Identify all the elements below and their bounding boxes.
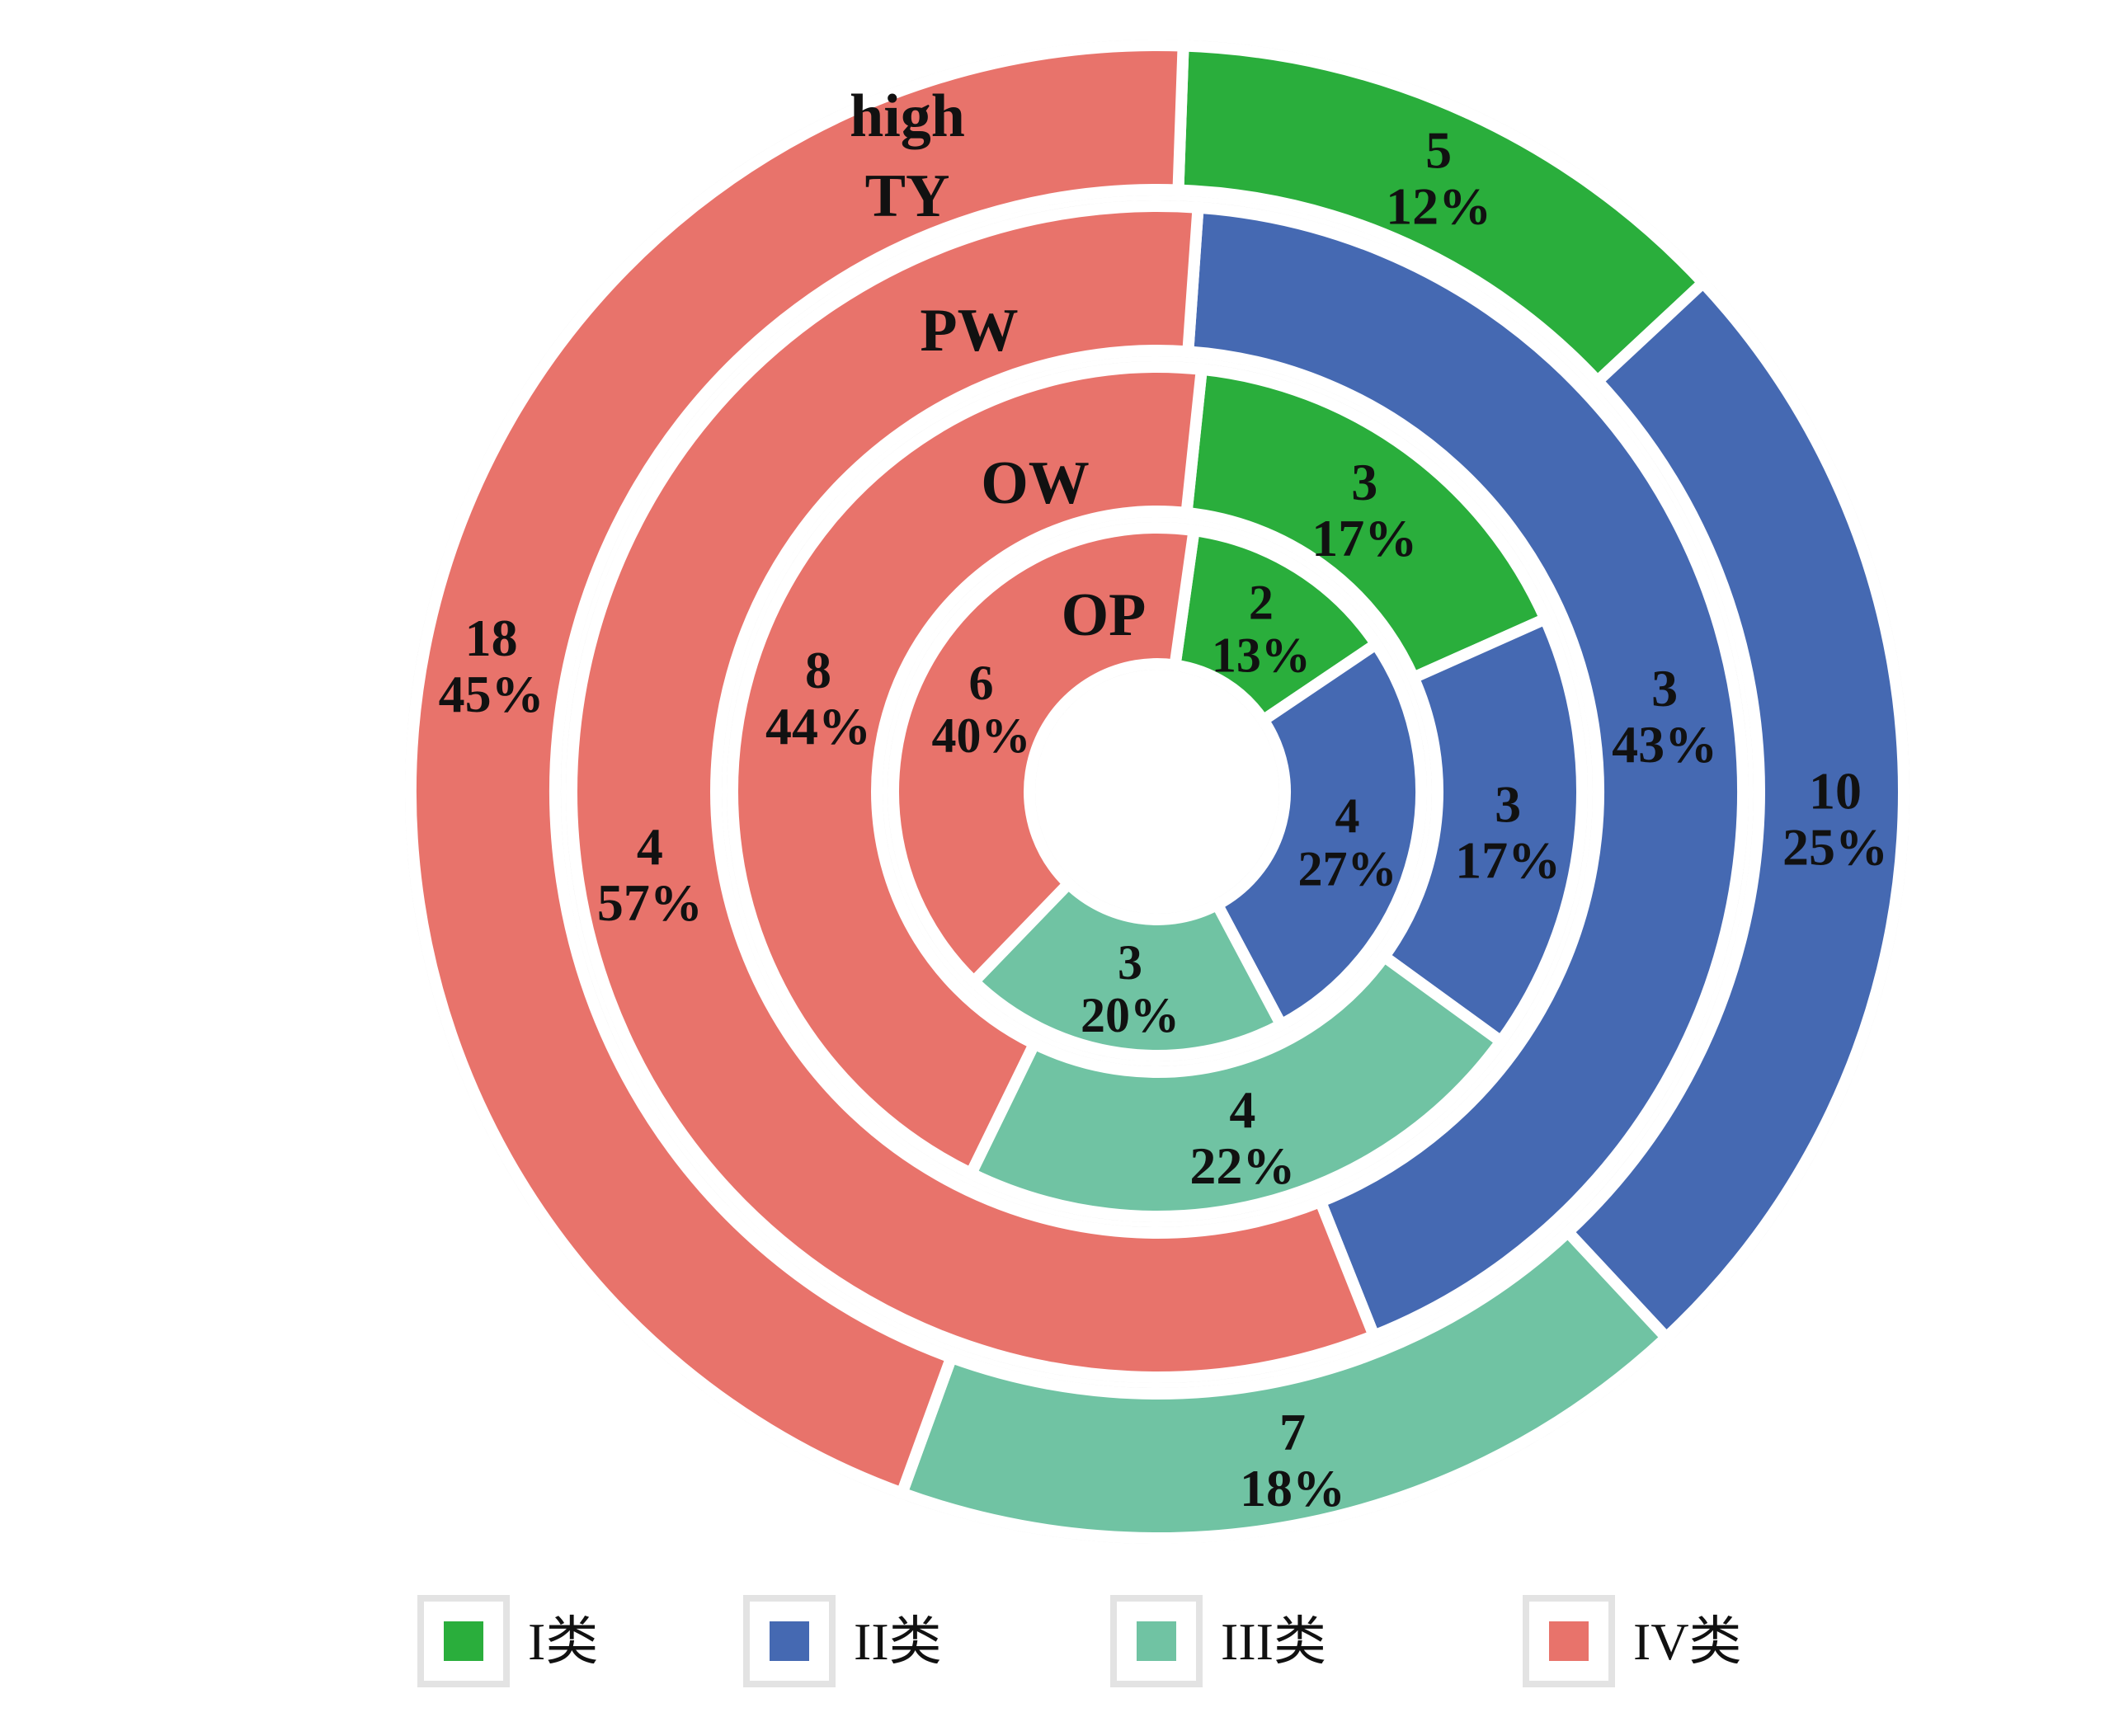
- slice-value-label-op-class-2: 4: [1335, 788, 1359, 843]
- donut-hole: [1046, 680, 1269, 903]
- legend-swatch-class-1: [444, 1621, 483, 1661]
- legend-label-class-4: IV类: [1633, 1612, 1742, 1671]
- slice-percent-label-ow-class-4: 44%: [765, 697, 871, 755]
- slice-value-label-op-class-1: 2: [1249, 576, 1274, 630]
- slice-value-label-ow-class-1: 3: [1351, 453, 1377, 511]
- slice-ow-class-4: [727, 361, 1208, 1182]
- slice-percent-label-pw-class-4: 57%: [597, 873, 703, 932]
- slice-percent-label-op-class-3: 20%: [1081, 988, 1180, 1042]
- slice-high-ty-class-2: [1559, 274, 1909, 1346]
- slice-value-label-ow-class-2: 3: [1495, 775, 1521, 834]
- legend-item-class-1: I类: [417, 1595, 598, 1687]
- legend-item-class-4: IV类: [1523, 1595, 1742, 1687]
- slice-value-label-high-ty-class-1: 5: [1425, 121, 1452, 180]
- slice-op-class-2: [1209, 636, 1427, 1033]
- slice-ow-class-2: [1376, 611, 1588, 1050]
- slice-percent-label-pw-class-2: 43%: [1612, 715, 1717, 774]
- ring-name-op: OP: [1062, 581, 1147, 649]
- slice-op-class-3: [965, 875, 1289, 1061]
- legend-swatch-class-3: [1137, 1621, 1176, 1661]
- slice-value-label-high-ty-class-2: 10: [1809, 762, 1862, 821]
- slice-percent-label-ow-class-1: 17%: [1311, 509, 1417, 567]
- slice-pw-class-2: [1181, 201, 1749, 1343]
- legend-label-class-3: III类: [1221, 1612, 1326, 1671]
- ring-name-high-ty-line-2: TY: [865, 162, 950, 230]
- ring-name-pw: PW: [920, 297, 1018, 365]
- slice-op-class-4: [888, 522, 1201, 990]
- slice-value-label-pw-class-4: 4: [637, 817, 663, 876]
- slice-value-label-high-ty-class-3: 7: [1279, 1403, 1306, 1461]
- slice-percent-label-op-class-2: 27%: [1297, 841, 1396, 896]
- slice-pw-class-4: [566, 200, 1382, 1383]
- slice-percent-label-high-ty-class-3: 18%: [1240, 1459, 1345, 1517]
- legend-label-class-1: I类: [528, 1612, 598, 1671]
- slice-value-label-op-class-3: 3: [1118, 935, 1142, 990]
- slice-percent-label-high-ty-class-1: 12%: [1386, 177, 1491, 236]
- chart-rings: [405, 40, 1909, 1544]
- slice-percent-label-op-class-4: 40%: [932, 708, 1031, 763]
- legend-label-class-2: II类: [854, 1612, 942, 1671]
- slice-value-label-op-class-4: 6: [969, 656, 994, 710]
- slice-percent-label-high-ty-class-4: 45%: [439, 665, 544, 723]
- slice-high-ty-class-4: [405, 40, 1189, 1501]
- legend-swatch-class-4: [1549, 1621, 1589, 1661]
- slice-value-label-high-ty-class-4: 18: [465, 609, 518, 667]
- slice-ow-class-1: [1180, 363, 1553, 685]
- slice-value-label-pw-class-2: 3: [1651, 659, 1678, 717]
- slice-ow-class-3: [963, 948, 1509, 1222]
- legend-item-class-3: III类: [1110, 1595, 1326, 1687]
- legend-swatch-class-2: [770, 1621, 809, 1661]
- slice-percent-label-high-ty-class-2: 25%: [1782, 818, 1888, 877]
- slice-value-label-ow-class-3: 4: [1229, 1080, 1255, 1139]
- chart-labels: 213%427%320%640%317%317%422%844%343%457%…: [439, 82, 1888, 1517]
- ring-name-high-ty-line-1: high: [850, 82, 965, 150]
- legend: I类 II类 III类 IV类: [417, 1595, 1742, 1687]
- slice-percent-label-op-class-1: 13%: [1212, 628, 1311, 683]
- legend-item-class-2: II类: [743, 1595, 942, 1687]
- slice-value-label-ow-class-4: 8: [805, 641, 831, 699]
- slice-percent-label-ow-class-2: 17%: [1455, 831, 1561, 890]
- slice-percent-label-ow-class-3: 22%: [1189, 1136, 1295, 1195]
- ring-name-ow: OW: [981, 449, 1090, 517]
